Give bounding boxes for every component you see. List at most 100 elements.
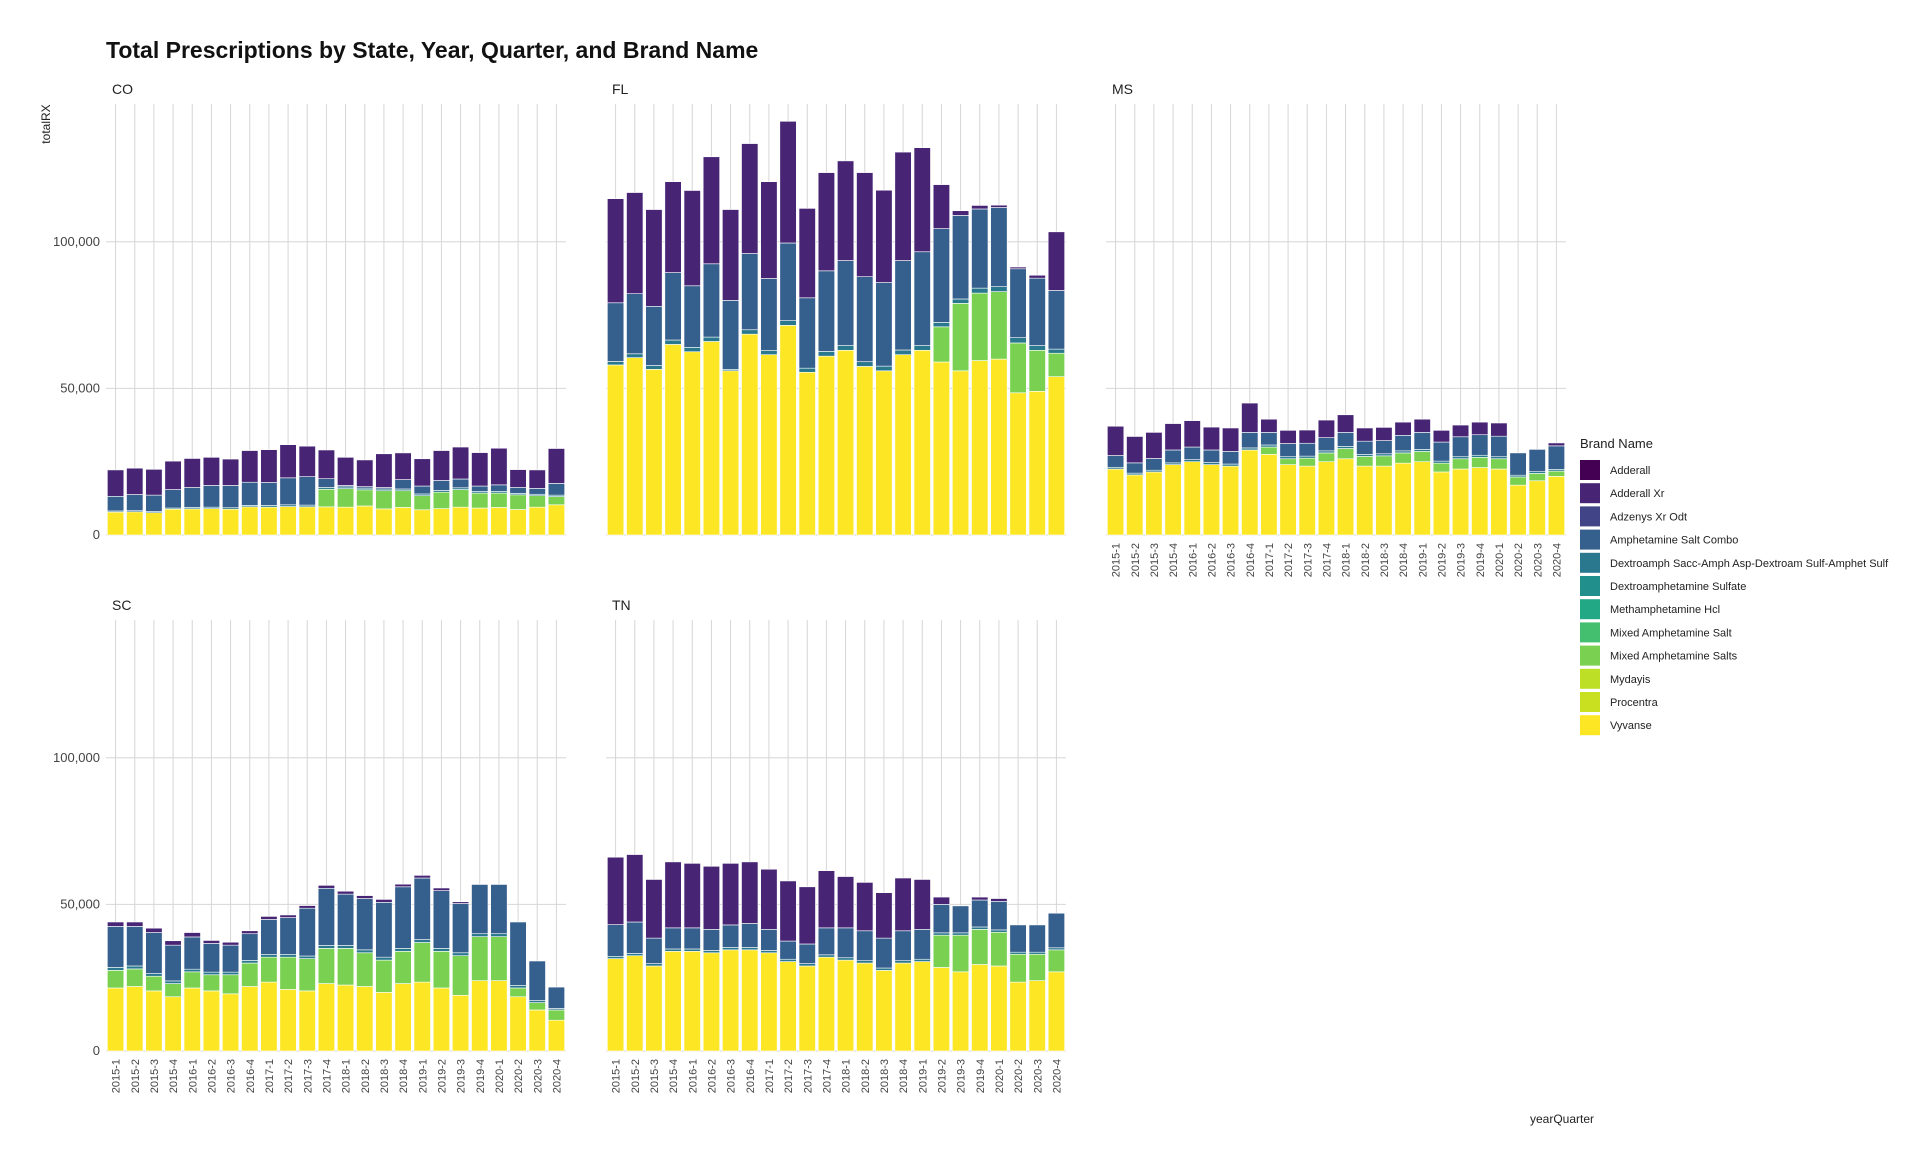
bar-segment-amphetamine-salt-combo: [394, 886, 412, 949]
bar-segment-adderall-xr: [683, 863, 701, 929]
bar-segment-amphetamine-salt-combo: [145, 932, 163, 974]
bar-segment-vyvanse: [413, 981, 431, 1052]
bar-segment-dextroamph-sacc-amph-asp-dextroam-sulf-amphet-sulf: [394, 948, 412, 952]
bar-segment-adderall-xr: [126, 467, 144, 495]
bar-segment-vyvanse: [913, 349, 931, 536]
bar-segment-mixed-amphetamine-salts: [164, 983, 182, 998]
bar-segment-dextroamph-sacc-amph-asp-dextroam-sulf-amphet-sulf: [279, 954, 297, 958]
panel-tn: TN 2015-1 2015-2 2015-3 2015-4 2016-1 2016-2 20…: [606, 597, 1066, 1093]
bar-segment-adderall-xr: [1164, 423, 1182, 451]
bar-segment-amphetamine-salt-combo: [547, 483, 565, 496]
bar-segment-vyvanse: [1028, 980, 1046, 1052]
bar-segment-adderall-xr: [241, 450, 259, 483]
bar-segment-dextroamph-sacc-amph-asp-dextroam-sulf-amphet-sulf: [1471, 454, 1489, 458]
bar-segment-amphetamine-salt-combo: [952, 215, 970, 300]
bar-segment-adderall-xr: [471, 452, 489, 487]
legend-item-mixed-amphetamine-salts: Mixed Amphetamine Salts: [1580, 645, 1738, 666]
legend-label: Dextroamphetamine Sulfate: [1610, 581, 1746, 593]
bar-segment-vyvanse: [356, 986, 374, 1052]
bar-segment-amphetamine-salt-combo: [394, 479, 412, 490]
bar-segment-adderall-xr: [1183, 420, 1201, 448]
bar-segment-adderall-xr: [1337, 414, 1355, 433]
legend-item-adzenys-xr-odt: Adzenys Xr Odt: [1580, 506, 1687, 527]
bar-segment-vyvanse: [452, 994, 470, 1052]
bar-segment-amphetamine-salt-combo: [990, 901, 1008, 931]
x-tick-label: 2016-4: [245, 1059, 257, 1093]
bar-segment-amphetamine-salt-combo: [607, 924, 625, 957]
bar-segment-vyvanse: [1164, 464, 1182, 536]
bar-segment-mixed-amphetamine-salts: [298, 958, 316, 992]
bar-segment-mixed-amphetamine-salts: [1028, 953, 1046, 981]
bar-segment-adderall-xr: [856, 882, 874, 932]
bar-segment-adderall-xr: [1126, 436, 1144, 464]
bar-segment-amphetamine-salt-combo: [164, 944, 182, 982]
bar-segment-dextroamph-sacc-amph-asp-dextroam-sulf-amphet-sulf: [837, 345, 855, 351]
bar-segment-amphetamine-salt-combo: [126, 926, 144, 967]
bar-segment-amphetamine-salt-combo: [760, 278, 778, 351]
bar-segment-adderall-xr: [528, 469, 546, 489]
bar-segment-vyvanse: [683, 951, 701, 1052]
bar-segment-vyvanse: [626, 357, 644, 536]
x-tick-label: 2020-3: [1032, 1059, 1044, 1093]
bar-segment-amphetamine-salt-combo: [164, 489, 182, 509]
bar-segment-mixed-amphetamine-salts: [952, 303, 970, 372]
x-tick-label: 2018-2: [1360, 543, 1372, 577]
bar-segment-dextroamph-sacc-amph-asp-dextroam-sulf-amphet-sulf: [1222, 463, 1240, 467]
bar-segment-adderall-xr: [607, 198, 625, 304]
bar-segment-vyvanse: [645, 369, 663, 536]
bar-segment-adderall-xr: [1375, 427, 1393, 441]
bar-segment-vyvanse: [741, 949, 759, 1052]
bar-segment-vyvanse: [1509, 484, 1527, 536]
bar-segment-vyvanse: [279, 506, 297, 536]
bar-segment-vyvanse: [837, 959, 855, 1052]
legend-item-amphetamine-salt-combo: Amphetamine Salt Combo: [1580, 529, 1738, 550]
bar-segment-amphetamine-salt-combo: [856, 930, 874, 961]
bar-segment-vyvanse: [1490, 468, 1508, 536]
bar-segment-adderall-xr: [279, 444, 297, 479]
legend-label: Adzenys Xr Odt: [1610, 511, 1687, 523]
bar-segment-mixed-amphetamine-salts: [279, 956, 297, 990]
bar-segment-vyvanse: [741, 333, 759, 536]
bar-segment-amphetamine-salt-combo: [702, 929, 720, 951]
bar-segment-dextroamph-sacc-amph-asp-dextroam-sulf-amphet-sulf: [798, 367, 816, 373]
bar-segment-adderall-xr: [509, 469, 527, 488]
bar-segment-dextroamph-sacc-amph-asp-dextroam-sulf-amphet-sulf: [1028, 345, 1046, 351]
bar-segment-dextroamph-sacc-amph-asp-dextroam-sulf-amphet-sulf: [164, 980, 182, 984]
bar-segment-adderall-xr: [126, 921, 144, 927]
bar-segment-vyvanse: [145, 990, 163, 1052]
x-tick-label: 2018-3: [879, 1059, 891, 1093]
bar-segment-amphetamine-salt-combo: [990, 207, 1008, 287]
bar-segment-amphetamine-salt-combo: [971, 208, 989, 289]
x-tick-label: 2020-1: [494, 1059, 506, 1093]
bar-segment-amphetamine-salt-combo: [1202, 449, 1220, 463]
facet-label: MS: [1112, 81, 1133, 97]
legend-item-adderall: Adderall: [1580, 460, 1650, 480]
bar-segment-dextroamph-sacc-amph-asp-dextroam-sulf-amphet-sulf: [222, 971, 240, 976]
legend-swatch: [1580, 506, 1600, 527]
bar-segment-adderall-xr: [875, 892, 893, 939]
bar-segment-vyvanse: [164, 508, 182, 536]
bar-segment-mixed-amphetamine-salts: [952, 934, 970, 973]
bar-segment-vyvanse: [1547, 476, 1565, 536]
bar-segment-vyvanse: [1452, 468, 1470, 536]
x-tick-label: 2019-1: [417, 1059, 429, 1093]
bar-segment-dextroamph-sacc-amph-asp-dextroam-sulf-amphet-sulf: [1279, 456, 1297, 460]
x-tick-label: 2017-3: [802, 1059, 814, 1093]
bar-segment-vyvanse: [760, 354, 778, 536]
bar-segment-amphetamine-salt-combo: [1432, 441, 1450, 462]
bar-segment-mixed-amphetamine-salts: [1528, 473, 1546, 482]
bar-segment-dextroamph-sacc-amph-asp-dextroam-sulf-amphet-sulf: [1047, 947, 1065, 951]
bar-segment-dextroamph-sacc-amph-asp-dextroam-sulf-amphet-sulf: [1490, 456, 1508, 460]
bar-segment-vyvanse: [490, 980, 508, 1052]
bar-segment-mixed-amphetamine-salts: [317, 948, 335, 984]
bar-segment-vyvanse: [337, 506, 355, 536]
bar-segment-amphetamine-salt-combo: [932, 904, 950, 934]
bar-segment-dextroamph-sacc-amph-asp-dextroam-sulf-amphet-sulf: [1394, 450, 1412, 454]
bar-segment-dextroamph-sacc-amph-asp-dextroam-sulf-amphet-sulf: [626, 353, 644, 358]
bar-segment-amphetamine-salt-combo: [875, 937, 893, 969]
bar-segment-amphetamine-salt-combo: [1183, 446, 1201, 460]
bar-segment-dextroamph-sacc-amph-asp-dextroam-sulf-amphet-sulf: [837, 957, 855, 961]
bar-segment-vyvanse: [645, 965, 663, 1052]
bar-segment-adderall-xr: [260, 916, 278, 920]
bar-segment-adderall-xr: [432, 450, 450, 481]
